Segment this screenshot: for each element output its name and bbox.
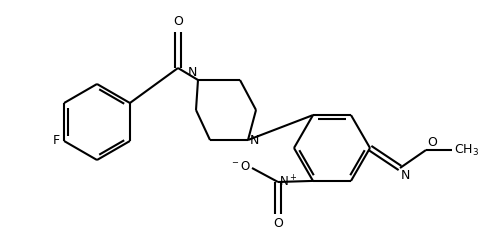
Text: O: O — [273, 217, 283, 230]
Text: F: F — [53, 134, 60, 148]
Text: O: O — [427, 136, 437, 149]
Text: N: N — [187, 66, 197, 79]
Text: N: N — [401, 169, 410, 182]
Text: O: O — [173, 15, 183, 28]
Text: N: N — [250, 134, 259, 147]
Text: CH$_3$: CH$_3$ — [454, 143, 479, 158]
Text: N$^+$: N$^+$ — [279, 174, 298, 190]
Text: $^-$O: $^-$O — [230, 160, 251, 174]
